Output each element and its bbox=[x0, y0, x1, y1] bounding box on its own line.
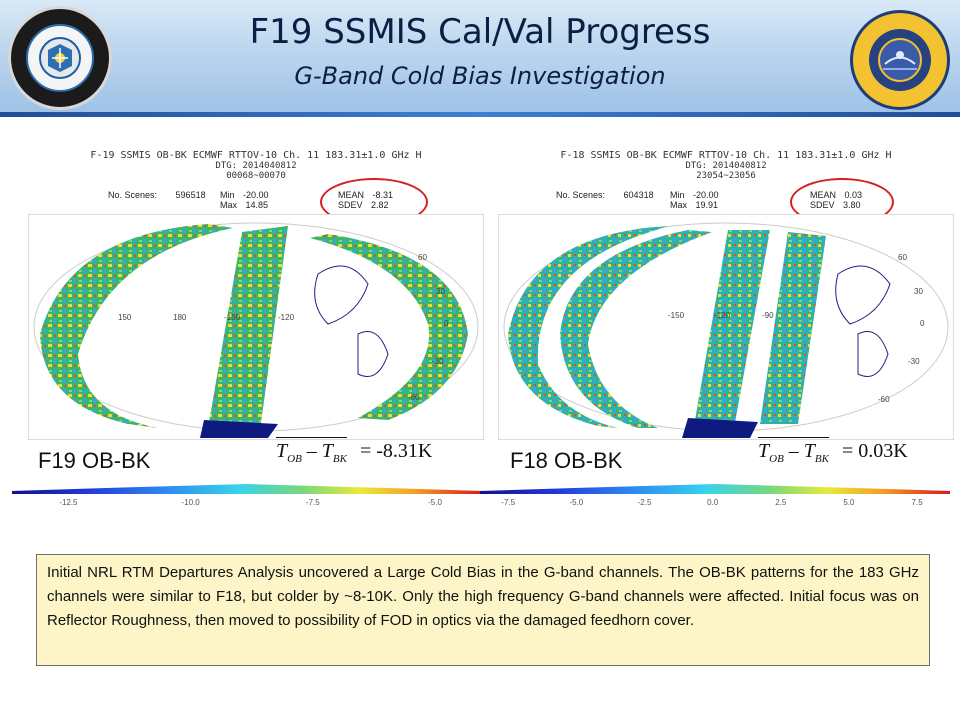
f19-dtg: DTG: 2014040812 bbox=[215, 161, 297, 171]
f19-mean-formula: TOB – TBK = -8.31K bbox=[276, 437, 432, 465]
f18-mean-formula: TOB – TBK = 0.03K bbox=[758, 437, 908, 465]
f18-colorbar-tick: -5.0 bbox=[569, 498, 584, 507]
f19-lon-label: -120 bbox=[278, 313, 295, 322]
f19-colorbar-tick: -10.0 bbox=[181, 498, 200, 507]
f19-lon-label: 150 bbox=[118, 313, 132, 322]
f19-orbits: 00068~00070 bbox=[226, 171, 286, 181]
f18-colorbar-gradient bbox=[480, 484, 950, 494]
f19-colorbar-tick: -5.0 bbox=[428, 498, 442, 507]
f19-map-title: F-19 SSMIS OB-BK ECMWF RTTOV-10 Ch. 11 1… bbox=[90, 150, 422, 161]
f19-lon-label: 180 bbox=[173, 313, 187, 322]
f19-world-map: 150 180 -150 -120 60 30 0 -30 -60 bbox=[28, 214, 484, 440]
f19-caption: F19 OB-BK bbox=[38, 448, 151, 473]
nrl-seal-icon bbox=[8, 6, 112, 110]
f18-lon-label: -150 bbox=[668, 311, 685, 320]
f18-map-title: F-18 SSMIS OB-BK ECMWF RTTOV-10 Ch. 11 1… bbox=[560, 150, 892, 161]
f18-min-max: Min -20.00 Max 19.91 bbox=[670, 190, 719, 210]
f19-lat-label: -30 bbox=[432, 357, 444, 366]
f18-lat-label: 0 bbox=[920, 319, 925, 328]
f18-scene-stats: No. Scenes: 604318 bbox=[556, 190, 654, 200]
f18-colorbar-tick: -2.5 bbox=[637, 498, 652, 507]
f18-caption: F18 OB-BK bbox=[510, 448, 623, 473]
f19-colorbar-tick: -7.5 bbox=[305, 498, 320, 507]
f19-colorbar-gradient bbox=[12, 484, 482, 494]
f18-colorbar-tick: -7.5 bbox=[501, 498, 516, 507]
f18-colorbar: -7.5 -5.0 -2.5 0.0 2.5 5.0 7.5 bbox=[480, 480, 950, 516]
f18-colorbar-tick: 7.5 bbox=[911, 498, 923, 507]
f18-orbits: 23054~23056 bbox=[696, 171, 756, 181]
f18-lon-label: -120 bbox=[714, 311, 731, 320]
f19-colorbar-tick: -12.5 bbox=[59, 498, 78, 507]
f18-lat-label: 30 bbox=[914, 287, 923, 296]
f18-colorbar-tick: 2.5 bbox=[775, 498, 787, 507]
f18-mean-sdev: MEAN 0.03 SDEV 3.80 bbox=[810, 190, 863, 210]
f18-lon-label: -90 bbox=[762, 311, 774, 320]
page-title: F19 SSMIS Cal/Val Progress bbox=[249, 12, 711, 52]
f18-lat-label: -30 bbox=[908, 357, 920, 366]
f18-dtg: DTG: 2014040812 bbox=[685, 161, 767, 171]
f18-world-map: -150 -120 -90 60 30 0 -30 -60 bbox=[498, 214, 954, 440]
f19-mean-sdev: MEAN -8.31 SDEV 2.82 bbox=[338, 190, 394, 210]
f19-lat-label: 60 bbox=[418, 253, 427, 262]
f19-scene-stats: No. Scenes: 596518 bbox=[108, 190, 206, 200]
title-banner bbox=[0, 0, 960, 112]
f19-colorbar: -12.5 -10.0 -7.5 -5.0 bbox=[12, 480, 482, 516]
f19-min-max: Min -20.00 Max 14.85 bbox=[220, 190, 269, 210]
page-subtitle: G-Band Cold Bias Investigation bbox=[294, 62, 666, 90]
f18-map-panel: F-18 SSMIS OB-BK ECMWF RTTOV-10 Ch. 11 1… bbox=[498, 150, 954, 440]
f18-lat-label: -60 bbox=[878, 395, 890, 404]
dmsp-50-years-seal-icon bbox=[850, 10, 950, 110]
f18-colorbar-tick: 0.0 bbox=[707, 498, 719, 507]
f19-lat-label: 0 bbox=[444, 319, 449, 328]
f19-lat-label: -60 bbox=[408, 393, 420, 402]
f19-lon-label: -150 bbox=[224, 313, 241, 322]
f18-colorbar-tick: 5.0 bbox=[843, 498, 855, 507]
summary-textbox: Initial NRL RTM Departures Analysis unco… bbox=[36, 554, 930, 666]
f19-map-panel: F-19 SSMIS OB-BK ECMWF RTTOV-10 Ch. 11 1… bbox=[28, 150, 484, 440]
f19-lat-label: 30 bbox=[436, 287, 445, 296]
f18-lat-label: 60 bbox=[898, 253, 907, 262]
banner-divider bbox=[0, 112, 960, 117]
